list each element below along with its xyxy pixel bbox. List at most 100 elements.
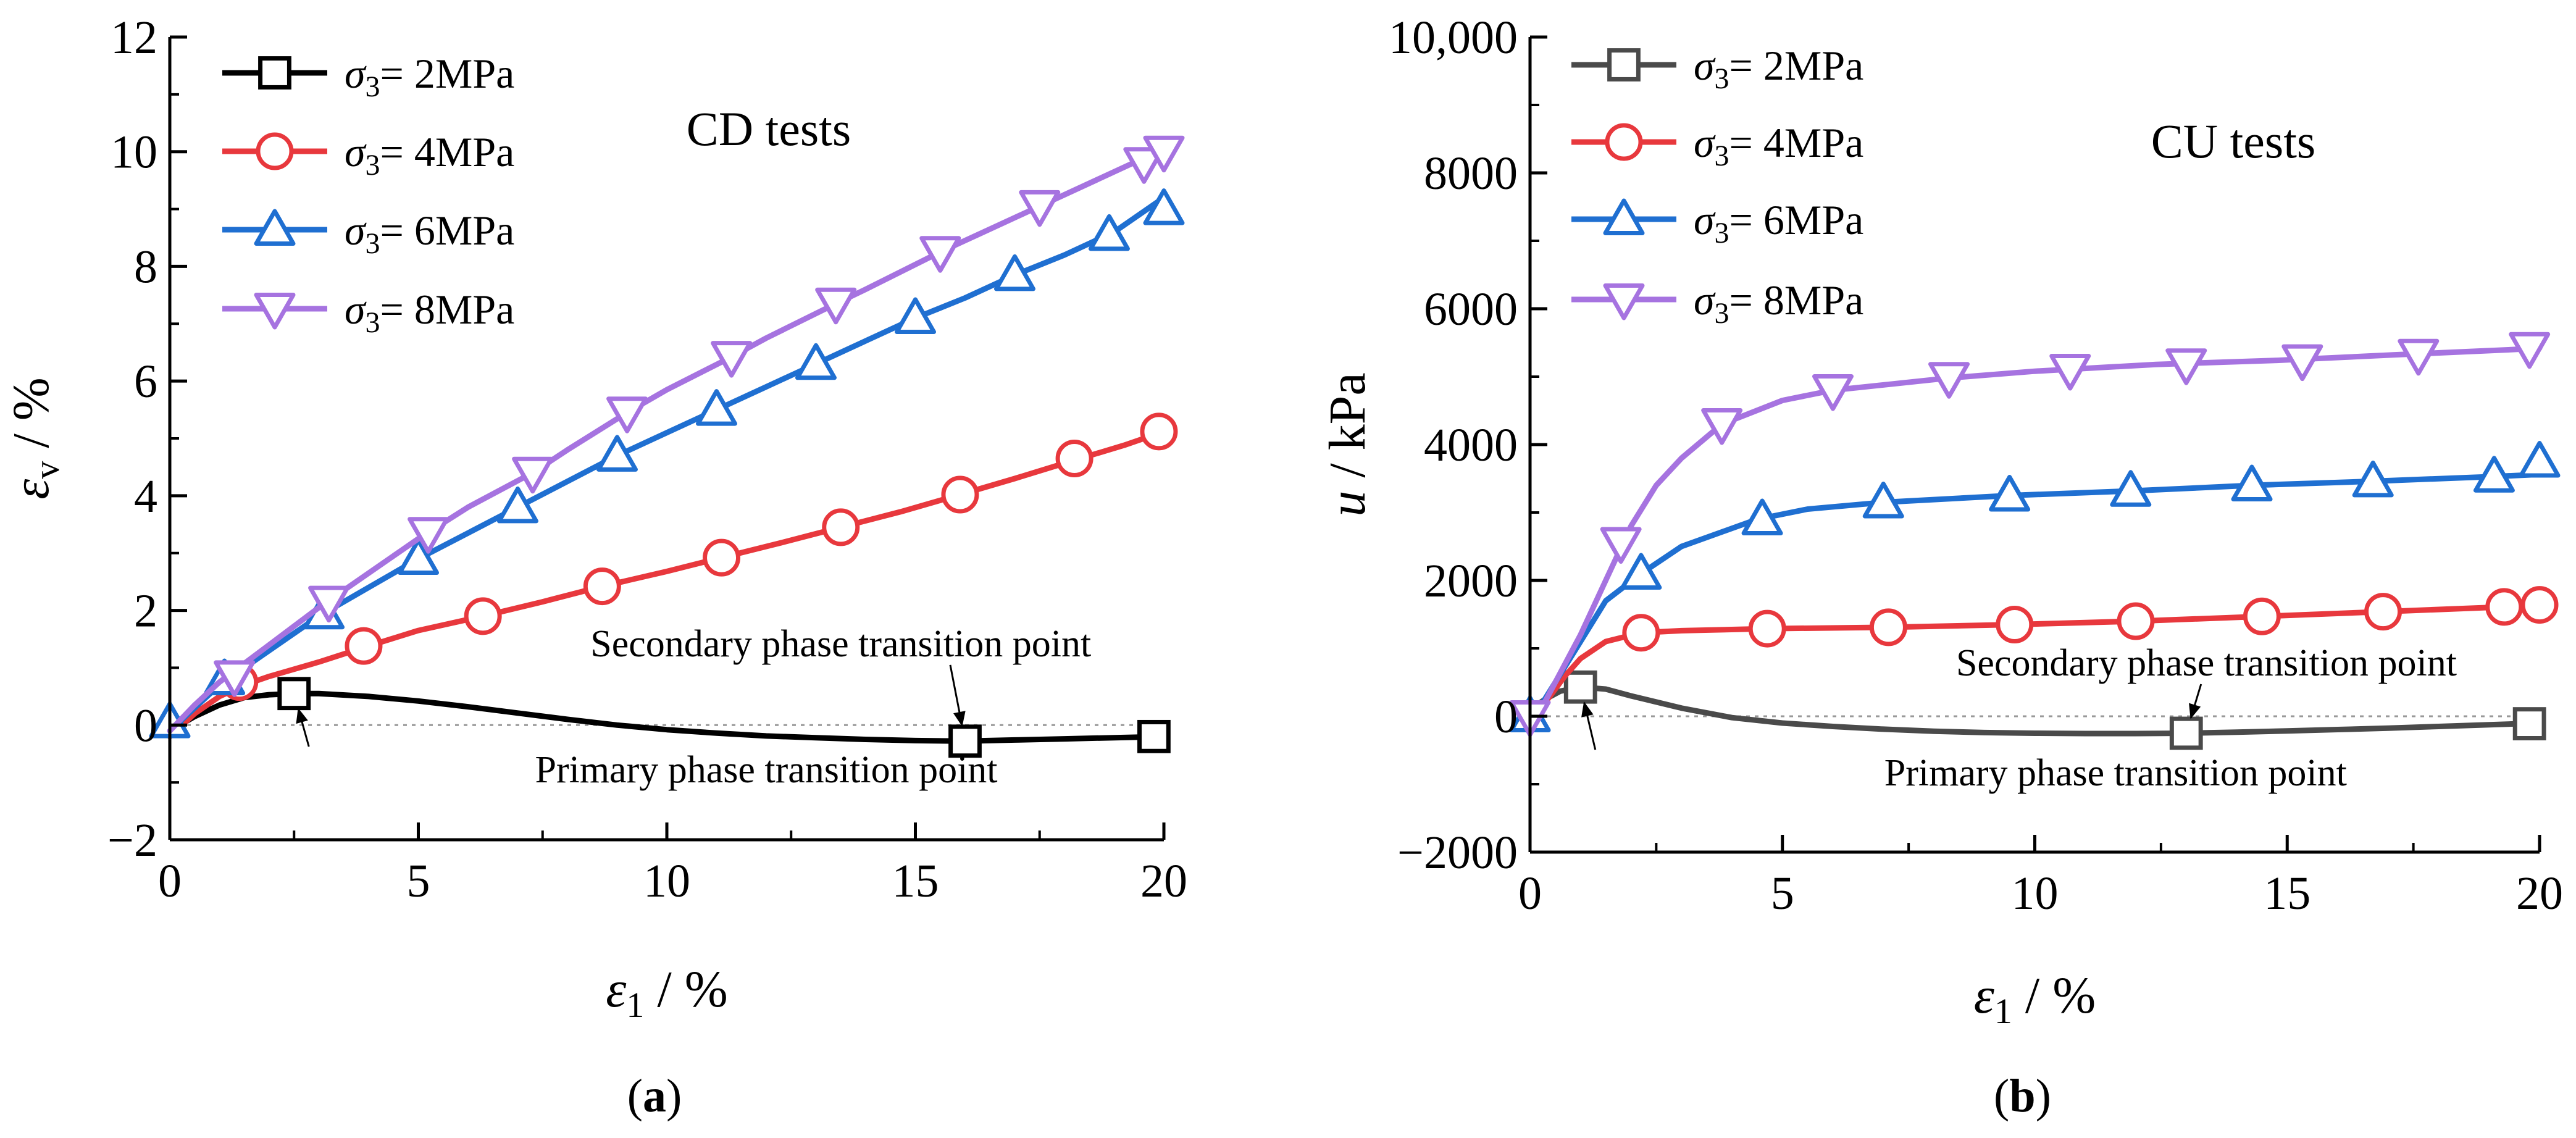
circle-marker: [2520, 586, 2559, 624]
circle-marker: [1748, 609, 1786, 648]
triangle-down-marker: [1123, 147, 1165, 184]
x-tick-label: 5: [1771, 868, 1794, 919]
legend-entry-1: σ3= 2MPa: [222, 50, 514, 103]
triangle-marker: [398, 538, 439, 575]
y-tick-label: −2: [107, 814, 157, 866]
x-tick-label: 20: [2516, 868, 2563, 919]
triangle-marker: [2473, 456, 2515, 493]
x-axis-label: ε1 / %: [1974, 967, 2096, 1031]
circle-marker: [256, 132, 294, 170]
y-tick-label: 4: [134, 471, 157, 522]
circle-marker: [2117, 602, 2155, 640]
series-1: [1527, 670, 2546, 750]
circle-marker: [1055, 440, 1094, 477]
x-axis-label: ε1 / %: [606, 961, 727, 1025]
triangle-down-marker: [2509, 332, 2551, 369]
legend-entry-1: σ3= 2MPa: [1571, 42, 1863, 95]
triangle-marker: [2352, 460, 2394, 498]
y-tick-label: 2000: [1424, 555, 1518, 607]
x-tick-label: 5: [407, 855, 430, 907]
series-2: [1527, 586, 2559, 733]
series-1: [167, 677, 1171, 758]
square-marker: [258, 56, 291, 90]
circle-marker: [1996, 606, 2034, 643]
x-tick-label: 20: [1140, 855, 1187, 907]
triangle-down-marker: [1143, 135, 1185, 173]
triangle-marker: [2519, 441, 2561, 478]
y-tick-label: 0: [134, 700, 157, 751]
triangle-marker: [696, 389, 737, 426]
circle-marker: [2364, 593, 2402, 631]
x-tick-label: 10: [2012, 868, 2059, 919]
y-tick-label: 2: [134, 585, 157, 637]
series-2: [167, 412, 1178, 740]
triangle-down-marker: [1600, 527, 1642, 564]
square-marker: [2169, 716, 2203, 750]
y-tick-label: 8: [134, 241, 157, 293]
legend-label: σ3= 2MPa: [1694, 42, 1863, 95]
triangle-down-marker: [2281, 344, 2323, 382]
triangle-marker: [1862, 482, 1904, 519]
triangle-down-marker: [1812, 374, 1854, 411]
circle-marker: [1622, 614, 1660, 652]
annotation-1: Primary phase transition point: [296, 708, 998, 791]
series-4: [1509, 332, 2551, 737]
annotation-arrow-head: [953, 711, 966, 727]
triangle-marker: [1741, 498, 1783, 535]
series-line: [1527, 684, 2543, 737]
annotation-2: Secondary phase transition point: [590, 623, 1091, 727]
x-tick-label: 0: [1518, 868, 1542, 919]
legend-label: σ3= 4MPa: [345, 128, 514, 182]
y-tick-label: 6: [134, 356, 157, 408]
triangle-marker: [1620, 553, 1662, 590]
series-3: [1509, 441, 2561, 732]
triangle-down-marker: [512, 456, 554, 494]
triangle-down-marker: [214, 660, 256, 697]
legend-entry-2: σ3= 4MPa: [1571, 119, 1863, 172]
annotation-2: Secondary phase transition point: [1956, 642, 2457, 719]
y-tick-label: −2000: [1397, 827, 1518, 879]
series-line: [167, 690, 1167, 744]
square-marker: [2512, 707, 2546, 740]
x-tick-label: 15: [892, 855, 939, 907]
annotation-1: Primary phase transition point: [1581, 701, 2347, 794]
square-marker: [1563, 670, 1597, 704]
triangle-marker: [1088, 214, 1130, 251]
chart-title: CU tests: [2151, 114, 2316, 168]
annotation-label: Secondary phase transition point: [1956, 642, 2457, 684]
y-tick-label: 8000: [1424, 148, 1518, 199]
circle-marker: [1869, 608, 1907, 646]
triangle-marker: [1603, 198, 1645, 235]
chart-title: CD tests: [687, 102, 851, 156]
triangle-down-marker: [2165, 348, 2207, 385]
circle-marker: [2485, 588, 2524, 626]
triangle-down-marker: [254, 293, 296, 330]
legend-entry-4: σ3= 8MPa: [222, 286, 514, 339]
legend-entry-4: σ3= 8MPa: [1571, 277, 1863, 330]
triangle-down-marker: [919, 236, 961, 273]
circle-marker: [703, 538, 741, 577]
series-line: [167, 195, 1167, 734]
triangle-marker: [2110, 470, 2152, 507]
square-marker: [1607, 48, 1641, 82]
x-tick-label: 10: [643, 855, 690, 907]
y-tick-label: 6000: [1424, 283, 1518, 335]
y-tick-label: 4000: [1424, 419, 1518, 471]
triangle-down-marker: [711, 341, 753, 378]
legend-label: σ3= 2MPa: [345, 50, 514, 103]
triangle-marker: [895, 297, 936, 334]
triangle-marker: [497, 486, 538, 524]
triangle-marker: [2231, 464, 2273, 501]
square-marker: [277, 677, 311, 711]
circle-marker: [583, 567, 621, 606]
triangle-marker: [994, 254, 1035, 291]
circle-marker: [941, 475, 979, 514]
x-tick-label: 0: [158, 855, 182, 907]
legend-label: σ3= 6MPa: [1694, 196, 1863, 249]
square-marker: [948, 724, 982, 758]
annotation-arrow-head: [296, 708, 308, 724]
circle-marker: [2243, 597, 2281, 635]
triangle-marker: [795, 343, 837, 380]
